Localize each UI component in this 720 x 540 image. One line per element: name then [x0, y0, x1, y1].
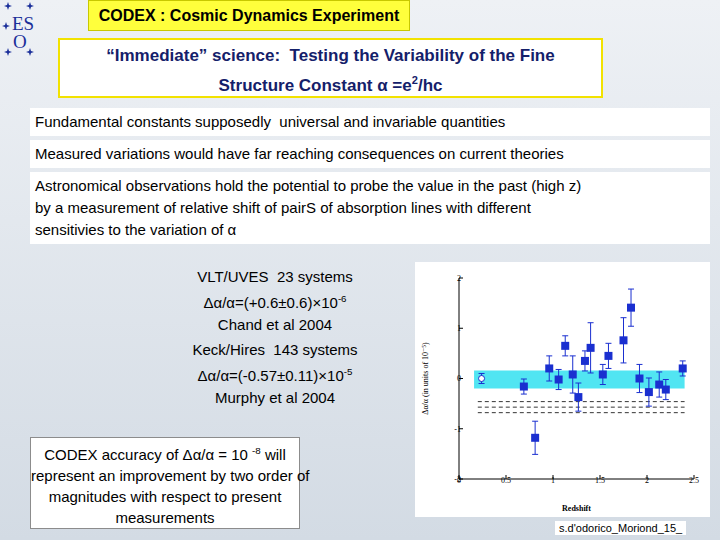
svg-text:Redshift: Redshift — [562, 504, 591, 513]
html-text:Fundamental constants supposed: Fundamental constants supposedly univers… — [35, 113, 506, 130]
svg-text:1: 1 — [551, 476, 555, 485]
html-text:measurements: measurements — [115, 509, 215, 526]
svg-text:2.5: 2.5 — [689, 476, 699, 485]
html-text:Chand et al 2004: Chand et al 2004 — [217, 316, 333, 333]
html-text:VLT/UVES 23 systems: VLT/UVES 23 systems — [197, 268, 353, 285]
svg-text:2: 2 — [645, 476, 649, 485]
svg-text:1.5: 1.5 — [595, 476, 605, 485]
svg-text:O: O — [13, 31, 27, 52]
html-text:sensitivies to the variation o: sensitivies to the variation of α — [35, 221, 237, 238]
html-text:Δα/α=(+0.6±0.6)×10-6: Δα/α=(+0.6±0.6)×10-6 — [203, 293, 347, 311]
html-text:Keck/Hires 143 systems: Keck/Hires 143 systems — [192, 341, 358, 358]
html-text:“Immediate” science: Testing t: “Immediate” science: Testing the Variabi… — [106, 46, 555, 65]
html-text:s.d'odorico_Moriond_15_: s.d'odorico_Moriond_15_ — [559, 522, 683, 534]
svg-text:2: 2 — [457, 274, 461, 283]
svg-text:0.5: 0.5 — [501, 476, 511, 485]
svg-text:ES: ES — [12, 13, 35, 34]
svg-text:0: 0 — [457, 374, 461, 383]
html-text:by a measurement of relative s: by a measurement of relative shift of pa… — [35, 199, 531, 216]
html-text:represent an improvement by tw: represent an improvement by two order of — [31, 467, 310, 484]
html-text:CODEX accuracy of Δα/α = 10-8w: CODEX accuracy of Δα/α = 10-8will — [44, 445, 286, 463]
html-text:Murphy et al 2004: Murphy et al 2004 — [215, 389, 335, 406]
svg-text:1: 1 — [457, 324, 461, 333]
html-text:Δα/α=(-0.57±0.11)×10-5: Δα/α=(-0.57±0.11)×10-5 — [197, 366, 353, 384]
html-text:magnitudes with respect to pre: magnitudes with respect to present — [48, 488, 282, 505]
html-text:Measured variations would have: Measured variations would have far reach… — [35, 145, 564, 162]
svg-text:-2: -2 — [454, 475, 461, 484]
html-text:Structure Constant α =e2/hc: Structure Constant α =e2/hc — [218, 74, 443, 95]
html-text:Astronomical observations hold: Astronomical observations hold the poten… — [35, 177, 582, 194]
svg-text:-1: -1 — [454, 425, 461, 434]
svg-text:Δα/α (in units of 10⁻⁵): Δα/α (in units of 10⁻⁵) — [421, 342, 430, 415]
html-text:CODEX : Cosmic Dynamics Experi: CODEX : Cosmic Dynamics Experiment — [98, 6, 400, 24]
